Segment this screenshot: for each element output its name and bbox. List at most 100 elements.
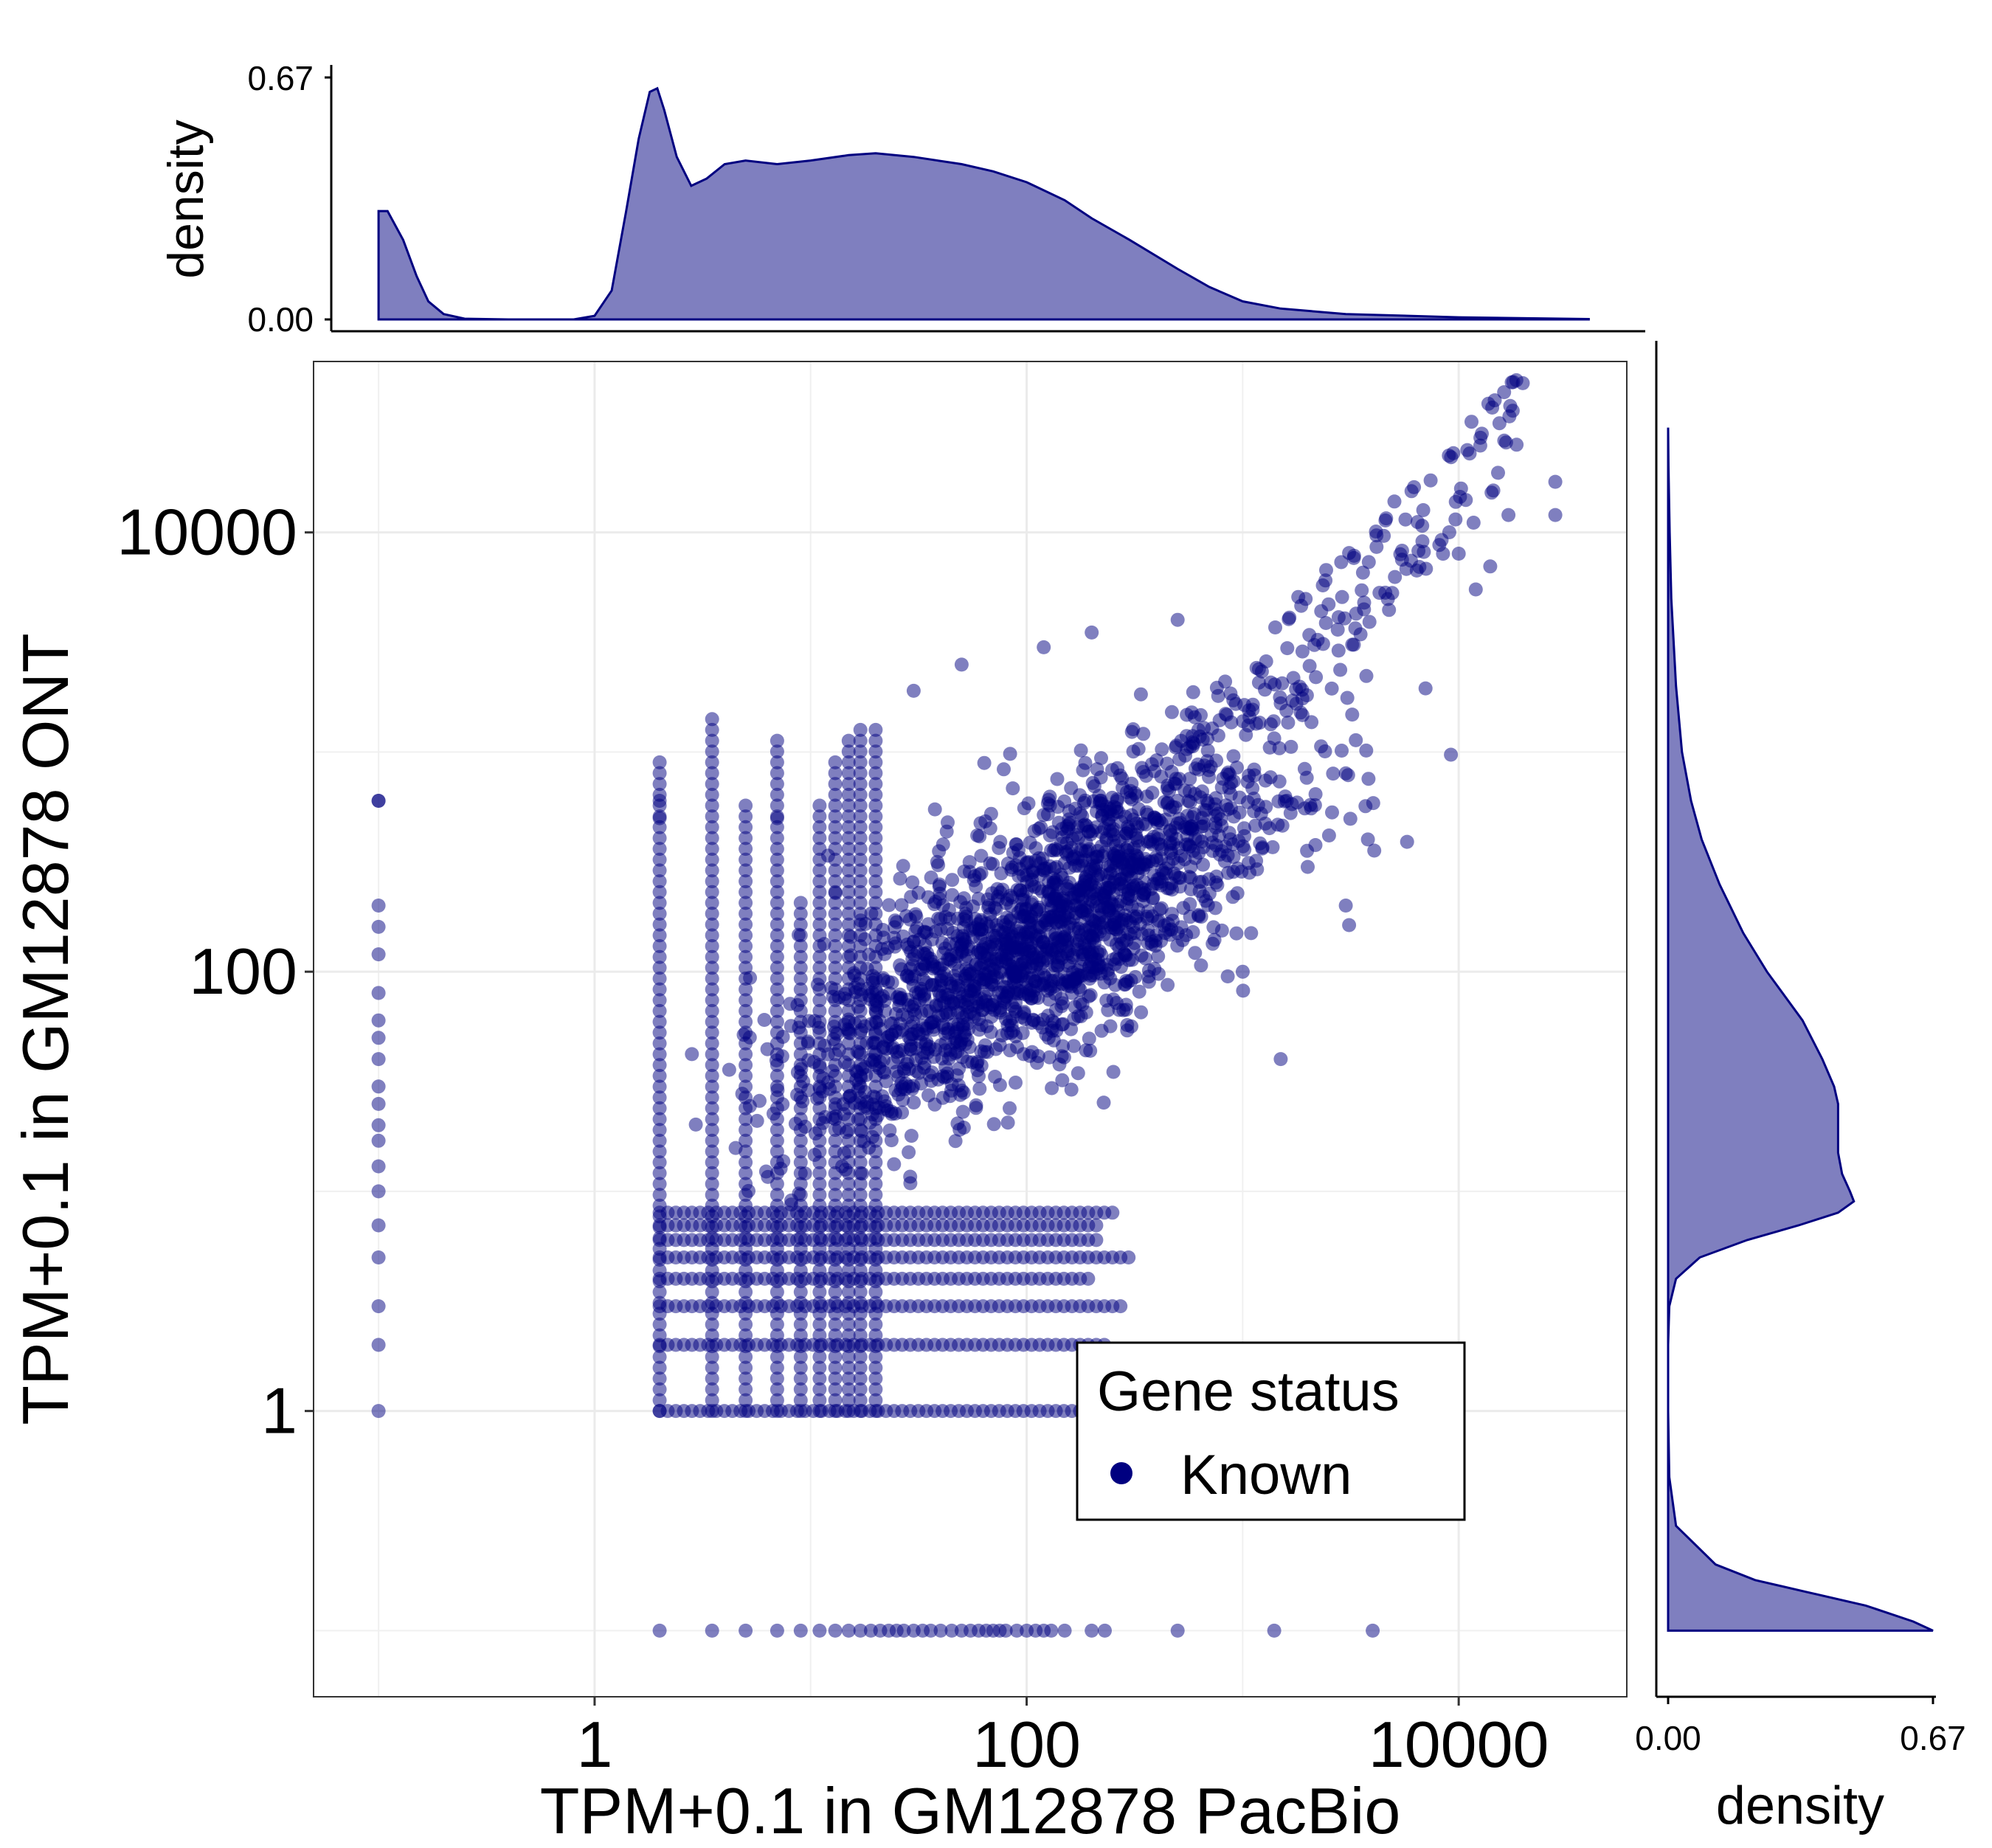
data-point	[705, 896, 719, 910]
data-point	[853, 755, 868, 769]
data-point	[945, 873, 960, 887]
right-density-tick-label-0: 0.00	[1635, 1719, 1701, 1757]
data-point	[904, 1129, 919, 1143]
data-point	[895, 1105, 910, 1120]
data-point	[1158, 861, 1173, 876]
data-point	[1361, 555, 1376, 570]
data-point	[920, 1045, 935, 1060]
data-point	[1319, 563, 1333, 578]
data-point	[652, 1393, 667, 1408]
data-point	[1009, 995, 1023, 1010]
data-point	[1083, 1043, 1098, 1058]
data-point	[1118, 1003, 1133, 1017]
data-point	[652, 874, 667, 889]
data-point	[868, 777, 883, 792]
data-point	[739, 842, 753, 856]
data-point	[1242, 768, 1256, 783]
data-point	[1057, 1623, 1072, 1638]
data-point	[770, 766, 784, 781]
data-point	[868, 1220, 883, 1234]
data-point	[892, 1044, 907, 1059]
data-point	[1207, 802, 1222, 817]
data-point	[907, 969, 922, 983]
data-point	[954, 657, 969, 672]
data-point	[1042, 828, 1057, 842]
data-point	[894, 1076, 909, 1090]
data-point	[1226, 749, 1241, 764]
data-point	[652, 1123, 667, 1138]
data-point	[770, 1220, 784, 1234]
scatter-points	[371, 373, 1563, 1638]
data-point	[741, 1183, 755, 1198]
data-point	[812, 798, 827, 813]
data-point	[1092, 916, 1106, 930]
data-point	[955, 1104, 970, 1119]
data-point	[828, 1231, 843, 1245]
data-point	[974, 848, 989, 863]
data-point	[794, 1062, 809, 1076]
data-point	[1398, 512, 1413, 527]
data-point	[941, 815, 955, 830]
data-point	[1009, 939, 1023, 954]
data-point	[1009, 837, 1023, 851]
data-point	[853, 777, 868, 792]
data-point	[767, 1107, 781, 1121]
data-point	[868, 1349, 883, 1364]
data-point	[1028, 974, 1042, 989]
data-point	[853, 1155, 868, 1170]
data-point	[841, 809, 856, 824]
data-point	[1346, 548, 1361, 563]
data-point	[1041, 1008, 1055, 1023]
data-point	[1263, 770, 1278, 785]
data-point	[1131, 741, 1146, 756]
data-point	[1101, 1003, 1116, 1017]
data-point	[739, 1349, 753, 1364]
data-point	[1113, 1299, 1128, 1314]
data-point	[793, 1209, 808, 1224]
data-point	[913, 1034, 928, 1049]
data-point	[652, 885, 667, 899]
data-point	[770, 1339, 784, 1354]
data-point	[841, 863, 856, 878]
data-point	[916, 956, 931, 971]
y-tick-label: 1	[261, 1374, 297, 1447]
data-point	[739, 1047, 753, 1062]
panel-border	[313, 361, 1628, 1698]
data-point	[1235, 964, 1250, 979]
data-point	[828, 1263, 843, 1278]
data-point	[868, 1382, 883, 1397]
data-point	[652, 777, 667, 792]
data-point	[868, 1274, 883, 1289]
data-point	[1120, 840, 1135, 855]
data-point	[841, 1253, 856, 1267]
data-point	[652, 928, 667, 943]
data-point	[705, 1360, 719, 1375]
data-point	[739, 1371, 753, 1386]
data-point	[1304, 801, 1318, 816]
data-point	[828, 787, 843, 802]
data-point	[1165, 882, 1180, 897]
data-point	[1342, 918, 1357, 932]
data-point	[705, 1047, 719, 1062]
top-density-y-title: density	[158, 120, 214, 278]
data-point	[828, 886, 843, 900]
data-point	[739, 949, 753, 964]
data-point	[705, 863, 719, 878]
data-point	[959, 910, 973, 924]
data-point	[1485, 401, 1500, 415]
data-point	[652, 1349, 667, 1364]
data-point	[739, 939, 753, 953]
data-point	[1095, 809, 1110, 823]
data-point	[868, 798, 883, 813]
data-point	[1210, 878, 1225, 893]
data-point	[868, 1284, 883, 1299]
y-axis-ticks: 1 100 10000	[117, 496, 314, 1447]
data-point	[812, 1328, 827, 1343]
data-point	[739, 1242, 753, 1256]
data-point	[1065, 986, 1079, 1000]
data-point	[705, 1220, 719, 1234]
data-point	[868, 863, 883, 878]
data-point	[841, 1382, 856, 1397]
data-point	[868, 1209, 883, 1224]
